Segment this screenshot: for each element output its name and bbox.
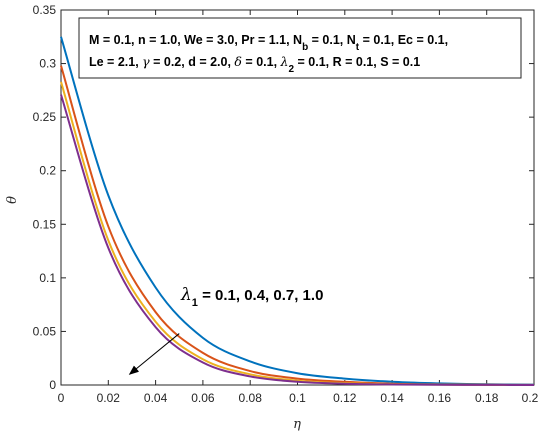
series-line-4 xyxy=(60,94,535,386)
ticks: 0 0.02 0.04 0.06 0.08 0.1 0.12 0.14 0.16 0.18 0.2 0… xyxy=(33,3,539,405)
annotation-arrow xyxy=(128,333,180,375)
x-tick-label: 0.18 xyxy=(475,391,499,405)
series-group xyxy=(60,36,535,386)
x-tick-label: 0 xyxy=(58,391,65,405)
x-tick-label: 0.06 xyxy=(191,391,215,405)
x-tick-label: 0.14 xyxy=(380,391,404,405)
lambda-annotation: λ1 = 0.1, 0.4, 0.7, 1.0 xyxy=(180,285,323,309)
y-tick-label: 0.2 xyxy=(39,164,56,178)
params-box xyxy=(78,17,522,79)
y-tick-label: 0.1 xyxy=(39,271,56,285)
x-axis-label: η xyxy=(293,417,301,432)
x-tick-label: 0.12 xyxy=(333,391,357,405)
y-tick-label: 0.15 xyxy=(33,217,57,231)
y-tick-label: 0.25 xyxy=(33,110,57,124)
y-tick-label: 0.35 xyxy=(33,3,57,17)
x-tick-label: 0.04 xyxy=(144,391,168,405)
x-tick-label: 0.2 xyxy=(522,391,539,405)
params-line-1: M = 0.1, n = 1.0, We = 3.0, Pr = 1.1, Nb… xyxy=(89,33,448,53)
x-tick-label: 0.02 xyxy=(97,391,121,405)
y-axis-label: θ xyxy=(5,196,20,204)
x-tick-label: 0.08 xyxy=(239,391,263,405)
x-tick-label: 0.1 xyxy=(289,391,306,405)
y-tick-label: 0.05 xyxy=(33,324,57,338)
params-line-2: Le = 2.1, γ = 0.2, d = 2.0, δ = 0.1, λ2 … xyxy=(89,54,420,75)
x-tick-label: 0.16 xyxy=(428,391,452,405)
y-tick-label: 0 xyxy=(49,378,56,392)
y-tick-label: 0.3 xyxy=(39,57,56,71)
